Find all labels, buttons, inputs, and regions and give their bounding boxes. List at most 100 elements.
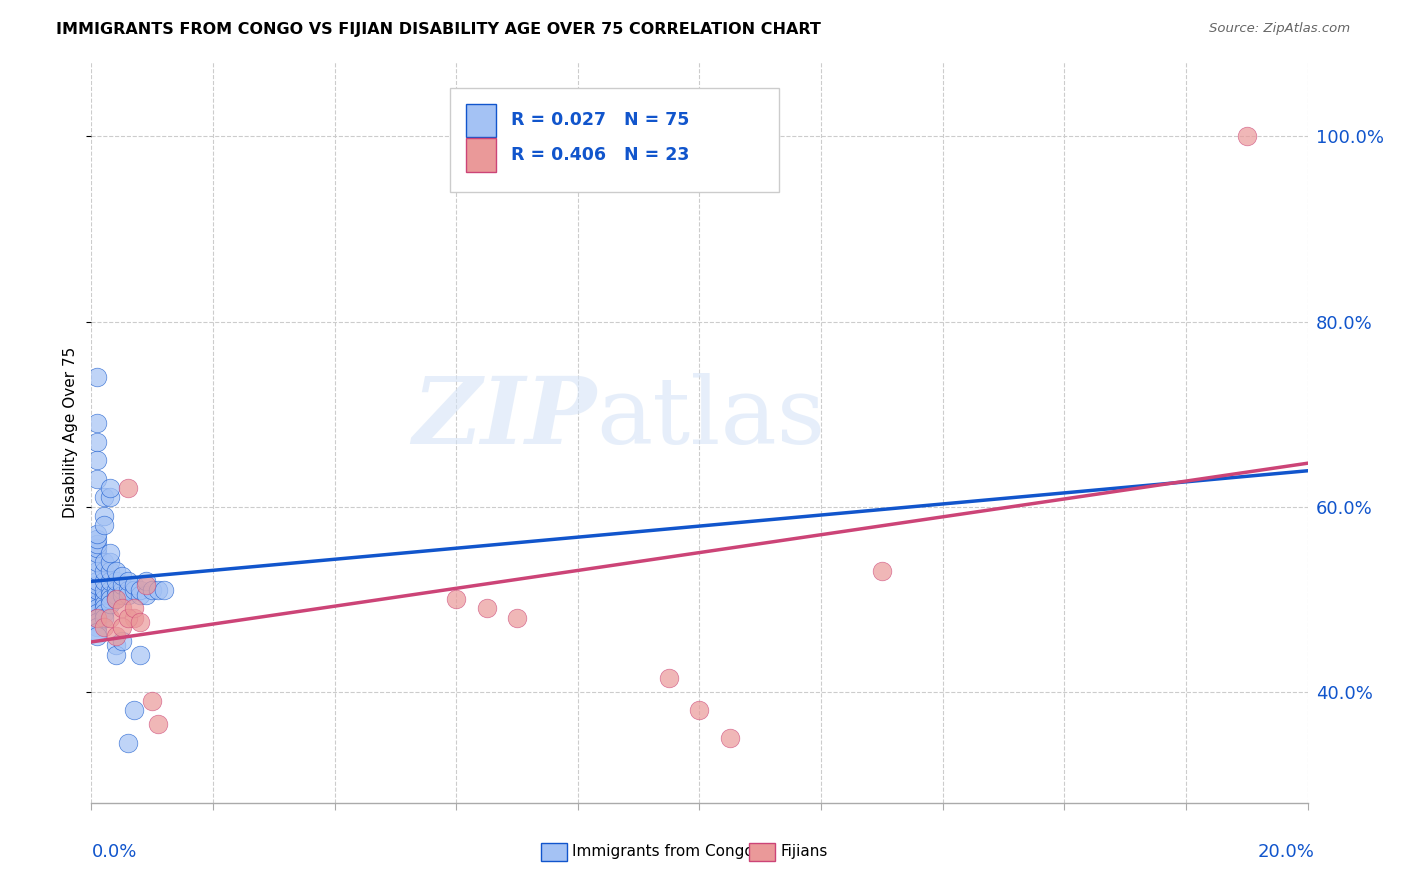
Point — [86, 620, 108, 634]
Text: 0.0%: 0.0% — [91, 843, 136, 861]
Point — [86, 527, 108, 541]
Point — [93, 491, 115, 505]
Point — [98, 491, 121, 505]
Point — [93, 508, 115, 523]
Point — [86, 417, 108, 431]
Point — [135, 588, 157, 602]
Point — [86, 541, 108, 556]
FancyBboxPatch shape — [450, 88, 779, 192]
FancyBboxPatch shape — [465, 103, 496, 136]
Point — [506, 611, 529, 625]
Point — [475, 601, 498, 615]
Point — [122, 601, 145, 615]
Point — [153, 582, 176, 597]
Point — [93, 601, 115, 615]
Text: Source: ZipAtlas.com: Source: ZipAtlas.com — [1209, 22, 1350, 36]
Point — [122, 703, 145, 717]
Point — [104, 592, 127, 607]
Point — [122, 582, 145, 597]
Point — [93, 606, 115, 620]
Point — [93, 582, 115, 597]
Point — [444, 592, 467, 607]
Point — [86, 588, 108, 602]
Point — [98, 582, 121, 597]
Point — [1236, 129, 1258, 144]
Point — [658, 671, 681, 685]
Text: R = 0.027   N = 75: R = 0.027 N = 75 — [510, 112, 689, 129]
Point — [98, 588, 121, 602]
Point — [86, 611, 108, 625]
Point — [129, 588, 152, 602]
Point — [148, 717, 170, 731]
Point — [86, 615, 108, 630]
Point — [86, 578, 108, 592]
Point — [111, 633, 134, 648]
Point — [122, 611, 145, 625]
Point — [86, 629, 108, 643]
Point — [93, 588, 115, 602]
Point — [135, 574, 157, 588]
Point — [93, 611, 115, 625]
Point — [117, 481, 139, 495]
Point — [98, 597, 121, 611]
Point — [86, 611, 108, 625]
Point — [104, 565, 127, 579]
Point — [86, 370, 108, 384]
Point — [141, 582, 163, 597]
Text: R = 0.406   N = 23: R = 0.406 N = 23 — [510, 146, 689, 164]
Point — [104, 588, 127, 602]
Point — [111, 620, 134, 634]
Point — [86, 434, 108, 449]
Point — [111, 578, 134, 592]
Text: Immigrants from Congo: Immigrants from Congo — [572, 845, 754, 859]
Point — [93, 592, 115, 607]
Point — [86, 597, 108, 611]
Text: atlas: atlas — [596, 373, 825, 463]
Y-axis label: Disability Age Over 75: Disability Age Over 75 — [63, 347, 79, 518]
Point — [93, 620, 115, 634]
Text: 20.0%: 20.0% — [1258, 843, 1315, 861]
Point — [148, 582, 170, 597]
Point — [129, 582, 152, 597]
Point — [117, 611, 139, 625]
Text: ZIP: ZIP — [412, 373, 596, 463]
Point — [117, 574, 139, 588]
Point — [86, 606, 108, 620]
Point — [104, 582, 127, 597]
Point — [93, 597, 115, 611]
Point — [98, 555, 121, 569]
Point — [86, 624, 108, 639]
Text: IMMIGRANTS FROM CONGO VS FIJIAN DISABILITY AGE OVER 75 CORRELATION CHART: IMMIGRANTS FROM CONGO VS FIJIAN DISABILI… — [56, 22, 821, 37]
Point — [98, 574, 121, 588]
Point — [98, 546, 121, 560]
Point — [111, 588, 134, 602]
Point — [93, 518, 115, 533]
Point — [122, 578, 145, 592]
Point — [117, 582, 139, 597]
Point — [93, 565, 115, 579]
Point — [104, 629, 127, 643]
Point — [111, 601, 134, 615]
Point — [93, 555, 115, 569]
Point — [117, 588, 139, 602]
Point — [141, 694, 163, 708]
Point — [111, 582, 134, 597]
Point — [86, 532, 108, 546]
Point — [104, 574, 127, 588]
Point — [86, 601, 108, 615]
Point — [86, 546, 108, 560]
Point — [104, 639, 127, 653]
Point — [135, 578, 157, 592]
FancyBboxPatch shape — [465, 138, 496, 171]
Point — [93, 574, 115, 588]
Point — [111, 569, 134, 583]
Point — [104, 648, 127, 662]
Point — [98, 592, 121, 607]
Point — [129, 615, 152, 630]
Point — [86, 565, 108, 579]
Point — [86, 536, 108, 550]
Point — [98, 611, 121, 625]
Point — [718, 731, 741, 745]
Point — [117, 736, 139, 750]
Point — [98, 565, 121, 579]
